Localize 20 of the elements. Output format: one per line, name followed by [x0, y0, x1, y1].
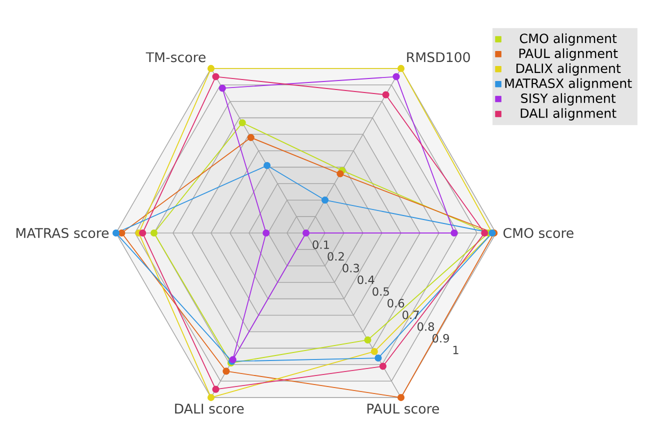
- legend-label: PAUL alignment: [519, 48, 618, 61]
- spoke-label: CMO score: [503, 228, 574, 238]
- y-tick-label: 0.8: [418, 322, 434, 331]
- y-tick-label: 0.5: [372, 287, 389, 296]
- y-tick-label: 0.6: [388, 298, 404, 308]
- spoke-label: RMSD100: [407, 52, 470, 62]
- legend-label: CMO alignment: [520, 33, 617, 46]
- spoke-label: MATRAS score: [16, 228, 109, 238]
- spoke-label: PAUL score: [367, 404, 439, 414]
- spoke-label: TM-score: [146, 52, 206, 62]
- legend-label: DALI alignment: [520, 108, 616, 120]
- legend-label: DALIX alignment: [516, 63, 621, 76]
- legend-label: SISY alignment: [521, 93, 616, 106]
- y-tick-label: 0.4: [358, 276, 374, 284]
- y-tick-label: 1: [453, 346, 458, 354]
- y-tick-label: 0.3: [342, 264, 360, 272]
- y-tick-label: 0.2: [328, 252, 344, 261]
- legend-label: MATRASX alignment: [505, 78, 632, 91]
- y-tick-label: 0.1: [312, 240, 329, 249]
- spoke-label: DALI score: [175, 404, 244, 414]
